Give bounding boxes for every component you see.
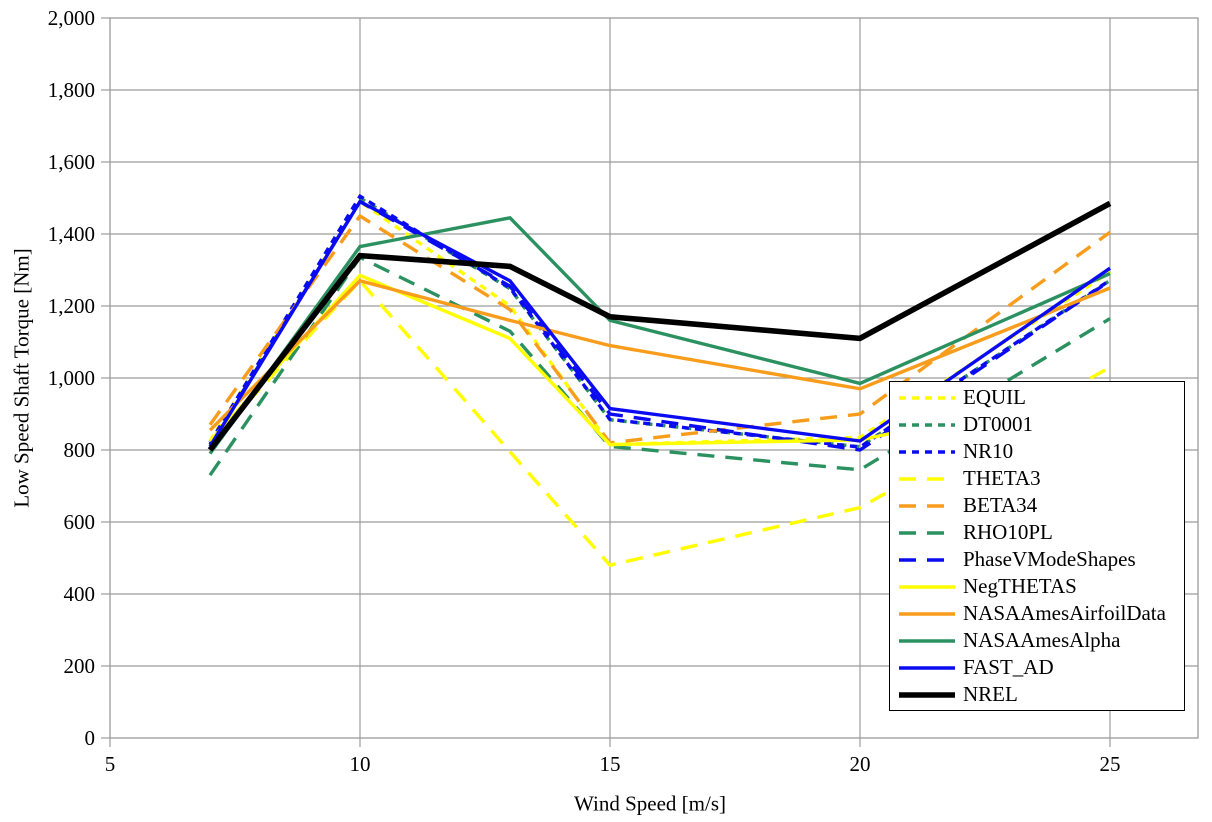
y-tick-label: 600 [64, 510, 96, 534]
legend-line-sample [899, 557, 955, 562]
legend-item-BETA34: BETA34 [898, 494, 1180, 518]
y-tick-label: 1,400 [48, 222, 95, 246]
y-tick-label: 800 [64, 438, 96, 462]
legend-item-EQUIL: EQUIL [898, 386, 1180, 410]
legend-item-NR10: NR10 [898, 440, 1180, 464]
series-line-NREL [207, 200, 1112, 452]
x-tick-label: 25 [1100, 752, 1121, 776]
legend-label: PhaseVModeShapes [963, 547, 1136, 571]
legend-line-sample [899, 530, 955, 535]
legend-label: NegTHETAS [963, 574, 1077, 598]
x-tick-label: 20 [850, 752, 871, 776]
y-tick-label: 1,000 [48, 366, 95, 390]
legend-line-sample [899, 422, 955, 427]
legend-item-THETA3: THETA3 [898, 467, 1180, 491]
legend-label: NASAAmesAirfoilData [963, 601, 1166, 625]
series-line-NASAAmesAirfoilData [208, 278, 1111, 432]
legend-line-sample [899, 665, 955, 670]
legend-line-sample [899, 476, 955, 481]
y-tick-label: 1,600 [48, 150, 95, 174]
y-tick-label: 0 [85, 726, 96, 750]
y-tick-label: 200 [64, 654, 96, 678]
y-tick-label: 2,000 [48, 6, 95, 30]
legend-label: NREL [963, 682, 1018, 706]
x-axis-title: Wind Speed [m/s] [574, 791, 726, 816]
legend-item-NREL: NREL [898, 683, 1180, 707]
legend-item-RHO10PL: RHO10PL [898, 521, 1180, 545]
series-line-NASAAmesAlpha [208, 215, 1111, 455]
legend-line-sample [899, 503, 955, 508]
legend-label: THETA3 [963, 466, 1041, 490]
y-axis-title: Low Speed Shaft Torque [Nm] [9, 248, 34, 508]
legend-item-FAST_AD: FAST_AD [898, 656, 1180, 680]
y-tick-label: 1,200 [48, 294, 95, 318]
legend-label: NASAAmesAlpha [963, 628, 1121, 652]
legend-item-PhaseVModeShapes: PhaseVModeShapes [898, 548, 1180, 572]
legend-line-sample [899, 395, 955, 400]
x-tick-label: 15 [600, 752, 621, 776]
legend-label: DT0001 [963, 412, 1033, 436]
legend-item-DT0001: DT0001 [898, 413, 1180, 437]
legend-line-sample [899, 638, 955, 643]
legend-item-NASAAmesAirfoilData: NASAAmesAirfoilData [898, 602, 1180, 626]
legend-item-NegTHETAS: NegTHETAS [898, 575, 1180, 599]
legend-line-sample [899, 691, 955, 698]
legend-label: BETA34 [963, 493, 1038, 517]
legend-label: EQUIL [963, 385, 1026, 409]
x-tick-label: 5 [105, 752, 116, 776]
legend-label: NR10 [963, 439, 1014, 463]
legend-label: RHO10PL [963, 520, 1053, 544]
y-tick-label: 400 [64, 582, 96, 606]
legend-line-sample [899, 449, 955, 454]
legend-line-sample [899, 584, 955, 589]
legend-item-NASAAmesAlpha: NASAAmesAlpha [898, 629, 1180, 653]
y-tick-label: 1,800 [48, 78, 95, 102]
x-tick-label: 10 [350, 752, 371, 776]
legend: EQUIL DT0001 NR10 THETA3 BETA34 RHO10PL PhaseV… [889, 381, 1185, 711]
legend-label: FAST_AD [963, 655, 1054, 679]
legend-line-sample [899, 611, 955, 616]
series-line-NR10 [208, 193, 1111, 449]
